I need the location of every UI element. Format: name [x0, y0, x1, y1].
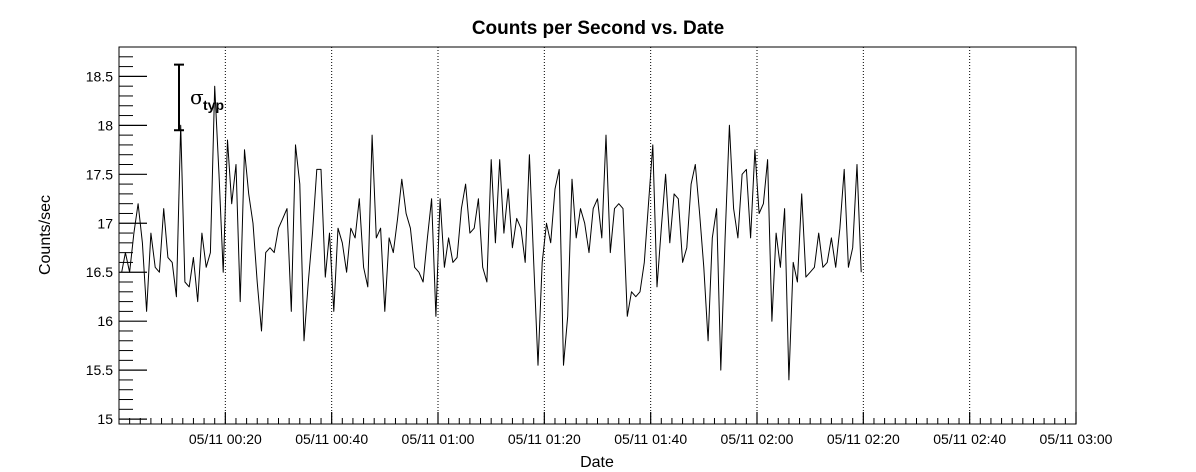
sigma-annotation: σ typ [174, 63, 224, 132]
sigma-subscript: typ [203, 97, 224, 113]
x-tick-label: 05/11 01:20 [508, 431, 581, 447]
x-tick-label: 05/11 00:40 [295, 431, 368, 447]
grid-lines [224, 47, 971, 424]
x-tick-label: 05/11 02:00 [721, 431, 794, 447]
x-tick-label: 05/11 01:40 [614, 431, 687, 447]
x-axis-label: Date [580, 454, 614, 471]
y-tick-label: 17.5 [86, 166, 113, 182]
y-tick-label: 16 [97, 313, 113, 329]
y-tick-label: 18 [97, 117, 113, 133]
series-line [121, 85, 862, 381]
chart-title: Counts per Second vs. Date [472, 18, 724, 39]
x-tick-label: 05/11 02:40 [933, 431, 1006, 447]
y-tick-label: 16.5 [86, 264, 113, 280]
x-tick-label: 05/11 02:20 [827, 431, 900, 447]
x-tick-label: 05/11 03:00 [1040, 431, 1113, 447]
y-axis: 15 15.5 16 16.5 17 17.5 18 18.5 [86, 46, 147, 427]
x-tick-label: 05/11 00:20 [189, 431, 262, 447]
y-tick-label: 18.5 [86, 68, 113, 84]
y-tick-label: 15.5 [86, 362, 113, 378]
series-layer [121, 85, 862, 381]
x-tick-label: 05/11 01:00 [402, 431, 475, 447]
plot-frame [118, 46, 1077, 425]
x-axis: 05/11 00:20 05/11 00:40 05/11 01:00 05/11 0… [129, 412, 1113, 447]
y-tick-label: 15 [97, 411, 113, 427]
sigma-symbol: σ [190, 85, 204, 109]
y-tick-label: 17 [97, 215, 113, 231]
y-axis-label: Counts/sec [37, 195, 54, 275]
